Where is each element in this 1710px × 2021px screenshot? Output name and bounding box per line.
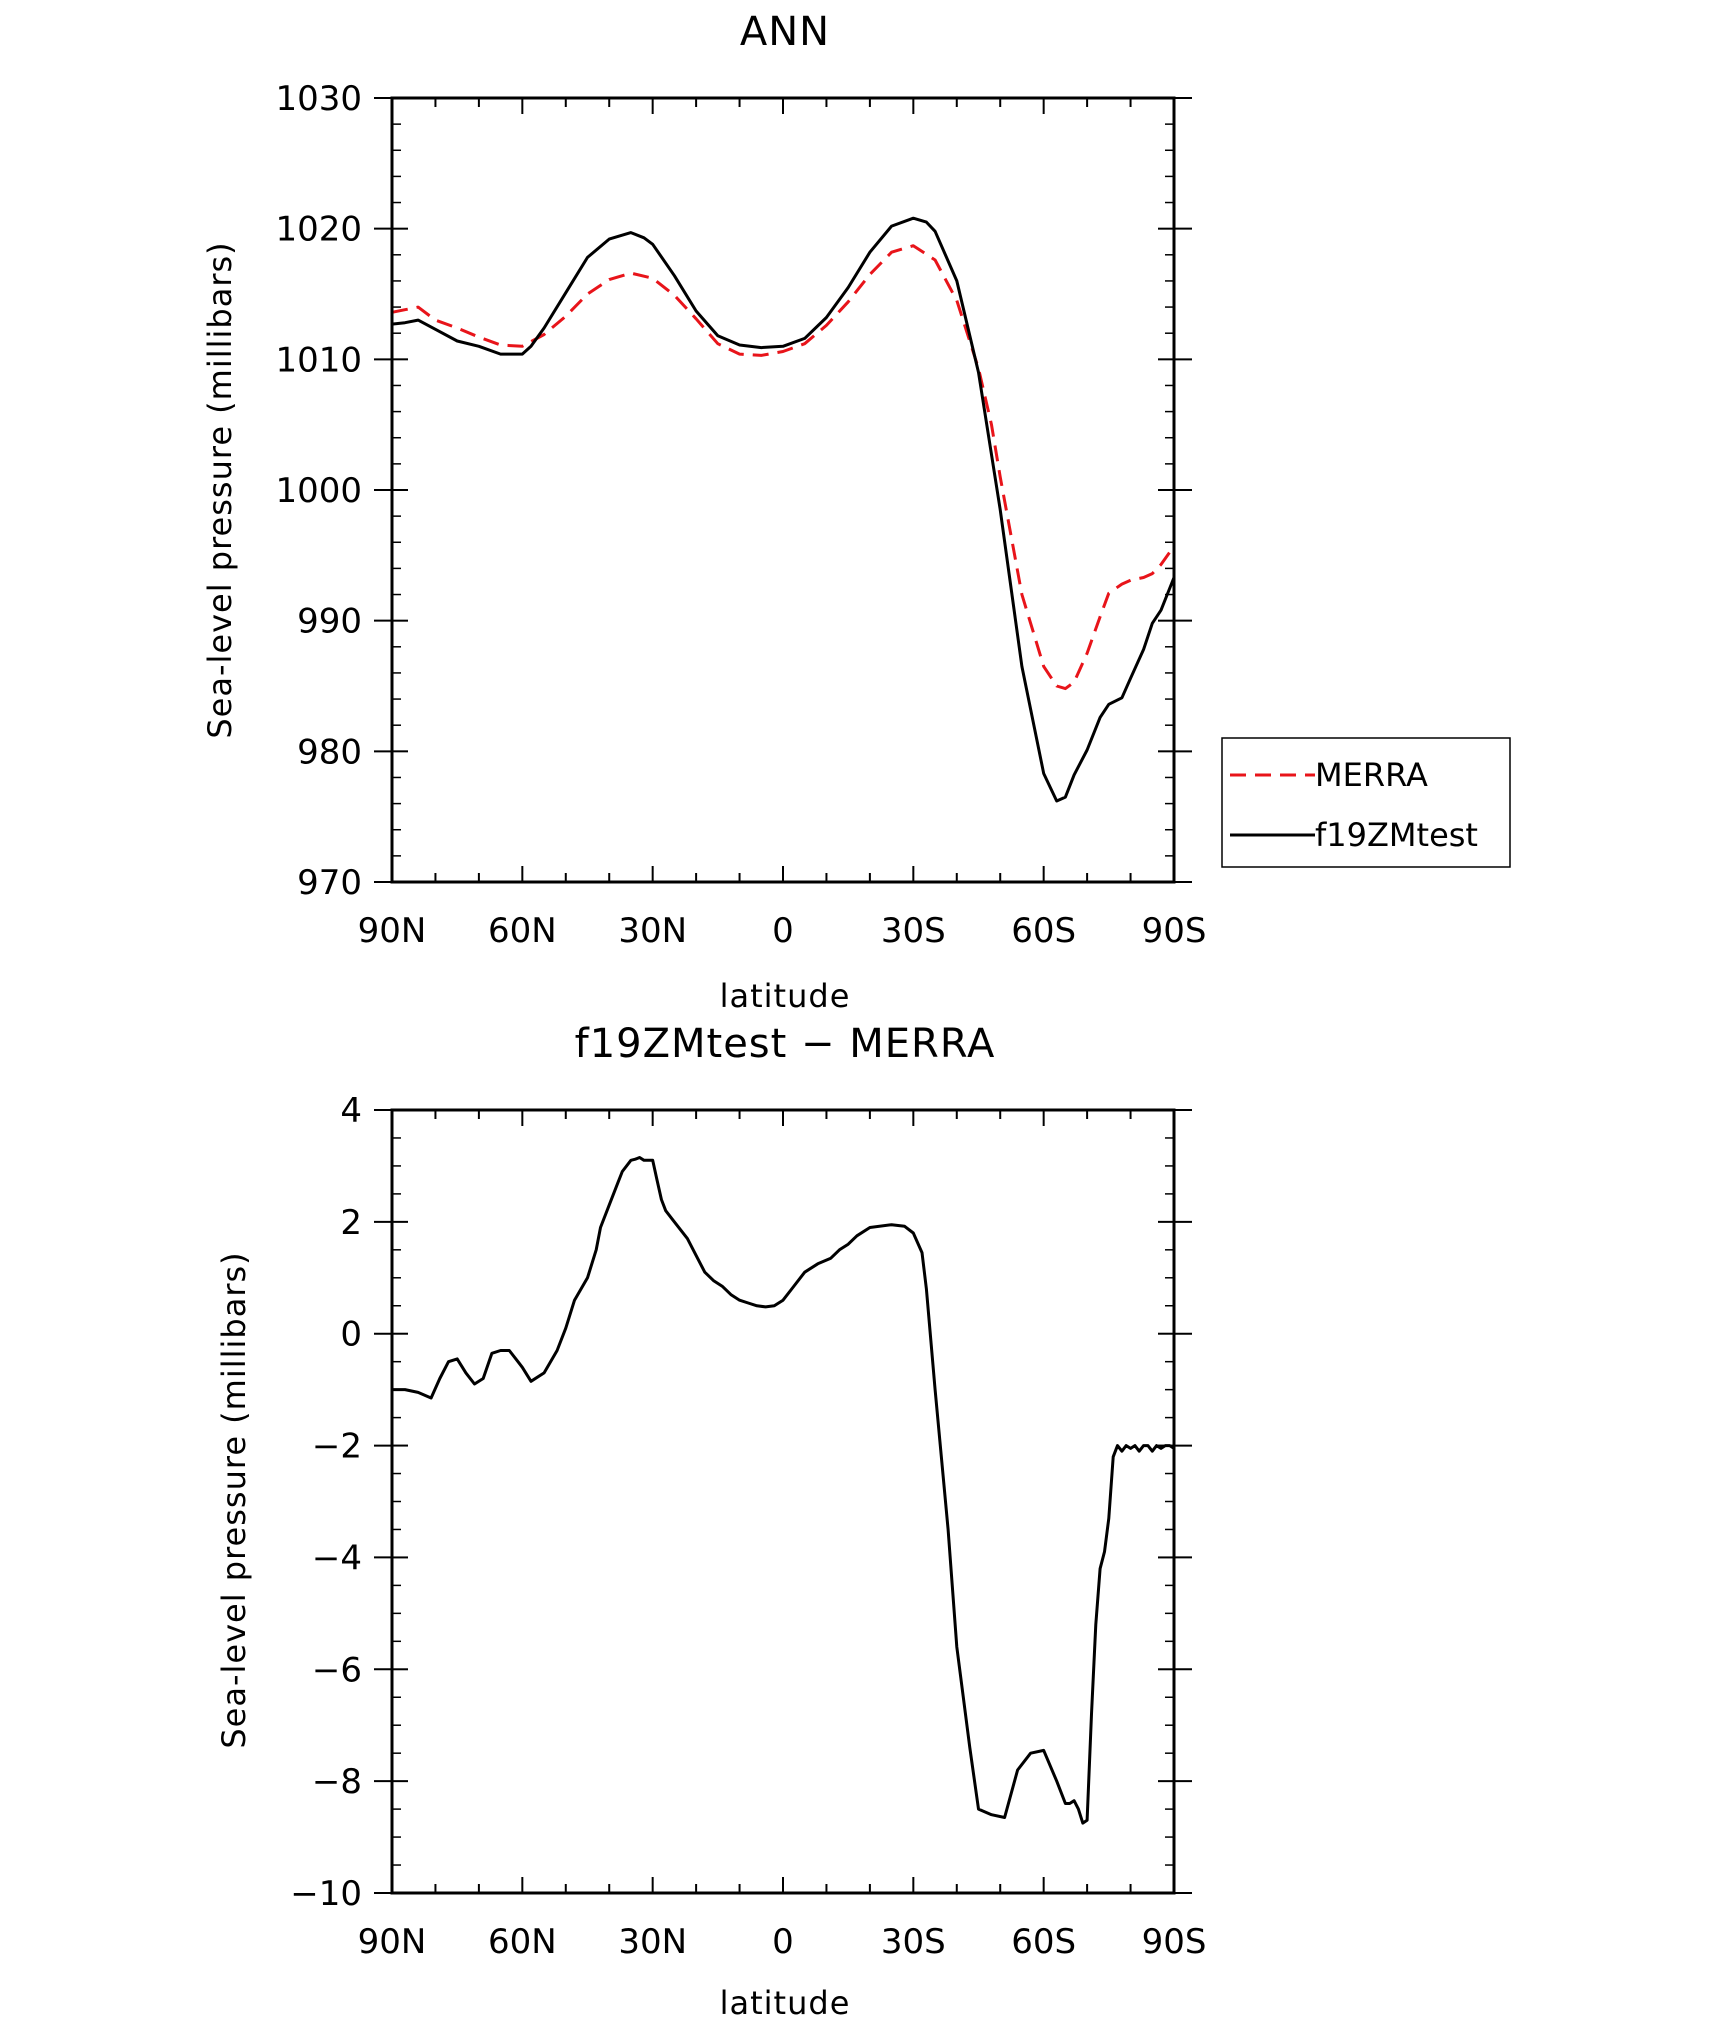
series-lines: [392, 1156, 1175, 1825]
x-axis-label: latitude: [720, 977, 851, 1015]
axis-ticks: [374, 1109, 1192, 1894]
y-axis-label: Sea-level pressure (millibars): [201, 241, 239, 738]
x-tick-label: 60N: [488, 911, 557, 951]
x-tick-label: 60N: [488, 1922, 557, 1962]
x-tick-label: 90N: [358, 1922, 427, 1962]
y-tick-label: 1000: [275, 471, 362, 511]
plot-frame: [390, 1108, 1176, 1895]
x-tick-label: 30N: [618, 911, 687, 951]
y-tick-label: −2: [312, 1427, 362, 1467]
x-tick-label: 0: [772, 1922, 794, 1962]
y-tick-label: 980: [297, 732, 362, 772]
y-tick-label: 970: [297, 863, 362, 903]
chart-title: ANN: [740, 9, 830, 55]
legend-label-merra: MERRA: [1315, 756, 1428, 794]
y-tick-label: 4: [340, 1091, 362, 1131]
series-line-difference: [392, 1156, 1175, 1825]
x-axis-label: latitude: [720, 1984, 851, 2021]
legend: MERRA f19ZMtest: [1221, 737, 1511, 868]
x-tick-label: 90N: [358, 911, 427, 951]
x-tick-label: 0: [772, 911, 794, 951]
legend-label-test: f19ZMtest: [1315, 816, 1478, 854]
tick-labels: 90N 60N 30N 0 30S 60S 90S 970 980 990 1000 1010 1020…: [275, 79, 1206, 951]
x-tick-label: 90S: [1142, 1922, 1207, 1962]
x-tick-label: 30S: [881, 1922, 946, 1962]
series-line-merra: [391, 244, 1176, 691]
x-tick-label: 90S: [1142, 911, 1207, 951]
x-tick-label: 30N: [618, 1922, 687, 1962]
series-line-f19zmtest: [391, 216, 1176, 803]
y-tick-label: −8: [312, 1762, 362, 1802]
y-tick-label: 1010: [275, 340, 362, 380]
y-tick-label: 1030: [275, 79, 362, 119]
y-tick-label: 0: [340, 1315, 362, 1355]
chart-title: f19ZMtest − MERRA: [575, 1021, 996, 1067]
y-tick-label: −10: [290, 1874, 362, 1914]
x-tick-label: 60S: [1011, 911, 1076, 951]
chart-panel-bottom: f19ZMtest − MERRA Sea-level pressure (mi…: [215, 1021, 1206, 2021]
tick-labels: 90N 60N 30N 0 30S 60S 90S −10 −8 −6 −4 −2 0 2 4: [290, 1091, 1206, 1962]
y-tick-label: −4: [312, 1538, 362, 1578]
y-axis-label: Sea-level pressure (millibars): [215, 1251, 253, 1748]
y-tick-label: 2: [340, 1203, 362, 1243]
y-tick-label: 990: [297, 602, 362, 642]
plot-frame: [390, 96, 1176, 884]
chart-panel-top: ANN Sea-level pressure (millibars) latit…: [201, 9, 1206, 1015]
legend-box: [1221, 737, 1511, 868]
x-tick-label: 30S: [881, 911, 946, 951]
axis-ticks: [374, 97, 1192, 883]
x-tick-label: 60S: [1011, 1922, 1076, 1962]
y-tick-label: −6: [312, 1650, 362, 1690]
y-tick-label: 1020: [275, 210, 362, 250]
series-lines: [391, 216, 1176, 803]
